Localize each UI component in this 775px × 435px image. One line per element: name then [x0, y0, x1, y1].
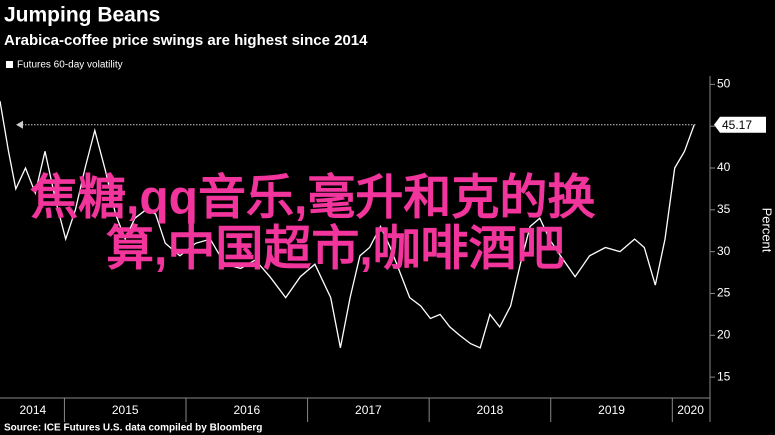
- overlay-text: 算,中国超市,咖啡酒吧: [106, 223, 565, 276]
- y-tick-label: 25: [717, 286, 731, 300]
- x-tick-label: 2017: [355, 403, 382, 417]
- y-tick-label: 15: [717, 369, 731, 383]
- x-tick-label: 2016: [233, 403, 260, 417]
- overlay-text: 焦糖,qq音乐,毫升和克的换: [30, 172, 595, 225]
- legend-swatch: [6, 61, 13, 68]
- x-tick-label: 2019: [598, 403, 625, 417]
- y-tick-label: 50: [717, 77, 731, 91]
- x-tick-label: 2015: [112, 403, 139, 417]
- x-tick-label: 2014: [19, 403, 46, 417]
- legend-label: Futures 60-day volatility: [17, 60, 123, 71]
- x-tick-label: 2020: [677, 403, 704, 417]
- y-axis-label: Percent: [760, 208, 775, 253]
- data-line: [0, 100, 695, 349]
- x-tick-label: 2018: [477, 403, 504, 417]
- y-tick-label: 30: [717, 244, 731, 258]
- chart-title: Jumping Beans: [4, 4, 160, 27]
- last-value-label: 45.17: [722, 118, 752, 132]
- last-value-arrow: [16, 120, 23, 129]
- y-tick-label: 40: [717, 160, 731, 174]
- source: Source: ICE Futures U.S. data compiled b…: [4, 423, 262, 434]
- chart-subtitle: Arabica-coffee price swings are highest …: [4, 32, 368, 49]
- last-value-box: [714, 116, 766, 133]
- y-tick-label: 20: [717, 327, 731, 341]
- y-tick-label: 35: [717, 202, 731, 216]
